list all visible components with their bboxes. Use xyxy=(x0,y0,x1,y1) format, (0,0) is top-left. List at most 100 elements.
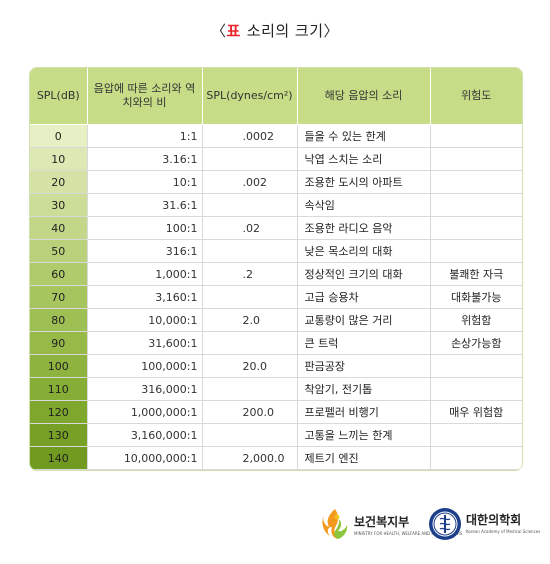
cell-spl-db: 90 xyxy=(30,331,87,355)
cell-risk xyxy=(429,170,522,194)
cell-sound: 고급 승용차 xyxy=(296,285,430,309)
cell-sound: 낮은 목소리의 대화 xyxy=(296,239,430,263)
table-row: 50 316:1 낮은 목소리의 대화 xyxy=(30,239,522,263)
cell-pressure-ratio: 31,600:1 xyxy=(86,331,202,355)
cell-risk: 위험함 xyxy=(429,308,522,332)
table-row: 130 3,160,000:1 고통을 느끼는 한계 xyxy=(30,423,522,447)
table-row: 110 316,000:1 착암기, 전기톱 xyxy=(30,377,522,401)
cell-risk xyxy=(429,216,522,240)
page-title: 〈표 소리의 크기〉 xyxy=(0,20,550,44)
cell-spl-dynes xyxy=(201,239,297,263)
title-text: 소리의 크기 xyxy=(246,22,324,40)
kams-seal-icon xyxy=(429,508,461,540)
cell-spl-dynes: .002 xyxy=(201,170,297,194)
title-open-bracket: 〈 xyxy=(210,22,227,40)
cell-pressure-ratio: 100:1 xyxy=(86,216,202,240)
header-sound: 해당 음압의 소리 xyxy=(296,68,430,125)
cell-sound: 정상적인 크기의 대화 xyxy=(296,262,430,286)
cell-pressure-ratio: 10,000,000:1 xyxy=(86,446,202,470)
cell-risk xyxy=(429,377,522,401)
cell-spl-db: 20 xyxy=(30,170,87,194)
cell-pressure-ratio: 3,160,000:1 xyxy=(86,423,202,447)
cell-risk xyxy=(429,124,522,148)
footer-logos: 보건복지부 MINISTRY FOR HEALTH, WELFARE AND F… xyxy=(320,505,540,545)
table-row: 10 3.16:1 낙엽 스치는 소리 xyxy=(30,147,522,171)
cell-spl-db: 80 xyxy=(30,308,87,332)
cell-sound: 판금공장 xyxy=(296,354,430,378)
cell-sound: 낙엽 스치는 소리 xyxy=(296,147,430,171)
cell-risk xyxy=(429,423,522,447)
cell-risk: 불쾌한 자극 xyxy=(429,262,522,286)
cell-sound: 들을 수 있는 한계 xyxy=(296,124,430,148)
kams-name: 대한의학회 xyxy=(466,513,522,527)
mohw-name: 보건복지부 xyxy=(354,515,410,529)
cell-sound: 제트기 엔진 xyxy=(296,446,430,470)
table-row: 20 10:1.002 조용한 도시의 아파트 xyxy=(30,170,522,194)
cell-spl-db: 70 xyxy=(30,285,87,309)
table-row: 30 31.6:1 속삭임 xyxy=(30,193,522,217)
table-row: 100 100,000:1 20.0 판금공장 xyxy=(30,354,522,378)
cell-pressure-ratio: 10:1 xyxy=(86,170,202,194)
mohw-subtitle: MINISTRY FOR HEALTH, WELFARE AND FAMILY … xyxy=(354,531,463,536)
cell-spl-dynes xyxy=(201,377,297,401)
cell-risk: 매우 위험함 xyxy=(429,400,522,424)
cell-pressure-ratio: 10,000:1 xyxy=(86,308,202,332)
cell-sound: 큰 트럭 xyxy=(296,331,430,355)
cell-spl-db: 140 xyxy=(30,446,87,470)
cell-spl-dynes xyxy=(201,331,297,355)
cell-spl-db: 120 xyxy=(30,400,87,424)
cell-spl-dynes: 20.0 xyxy=(201,354,297,378)
cell-sound: 조용한 도시의 아파트 xyxy=(296,170,430,194)
cell-spl-db: 30 xyxy=(30,193,87,217)
title-close-bracket: 〉 xyxy=(323,22,340,40)
cell-sound: 착암기, 전기톱 xyxy=(296,377,430,401)
table-row: 90 31,600:1 큰 트럭 손상가능함 xyxy=(30,331,522,355)
table-row: 80 10,000:1 2.0 교통량이 많은 거리 위험함 xyxy=(30,308,522,332)
cell-spl-dynes: 200.0 xyxy=(201,400,297,424)
cell-pressure-ratio: 3,160:1 xyxy=(86,285,202,309)
mohw-emblem-icon xyxy=(322,509,348,539)
cell-risk xyxy=(429,147,522,171)
cell-spl-db: 110 xyxy=(30,377,87,401)
table-row: 120 1,000,000:1 200.0 프로펠러 비행기 매우 위험함 xyxy=(30,400,522,424)
table-header-row: SPL(dB) 음압에 따른 소리와 역치와의 비 SPL(dynes/cm²)… xyxy=(30,68,522,125)
table-row: 140 10,000,000:1 2,000.0 제트기 엔진 xyxy=(30,446,522,470)
table-row: 0 1:1.0002 들을 수 있는 한계 xyxy=(30,124,522,148)
cell-risk xyxy=(429,193,522,217)
cell-spl-db: 50 xyxy=(30,239,87,263)
header-spl-db: SPL(dB) xyxy=(30,68,87,125)
cell-risk: 손상가능함 xyxy=(429,331,522,355)
cell-spl-db: 130 xyxy=(30,423,87,447)
cell-pressure-ratio: 1:1 xyxy=(86,124,202,148)
cell-sound: 고통을 느끼는 한계 xyxy=(296,423,430,447)
cell-spl-db: 10 xyxy=(30,147,87,171)
cell-spl-db: 60 xyxy=(30,262,87,286)
mohw-logo: 보건복지부 MINISTRY FOR HEALTH, WELFARE AND F… xyxy=(320,507,462,543)
cell-spl-dynes xyxy=(201,285,297,309)
cell-pressure-ratio: 3.16:1 xyxy=(86,147,202,171)
kams-logo: 대한의학회 Korean Academy of Medical Sciences xyxy=(428,505,540,545)
cell-sound: 프로펠러 비행기 xyxy=(296,400,430,424)
sound-level-table: SPL(dB) 음압에 따른 소리와 역치와의 비 SPL(dynes/cm²)… xyxy=(29,67,523,471)
cell-risk: 대화불가능 xyxy=(429,285,522,309)
header-risk: 위험도 xyxy=(429,68,522,125)
cell-risk xyxy=(429,446,522,470)
table-row: 40 100:1.02 조용한 라디오 음악 xyxy=(30,216,522,240)
cell-pressure-ratio: 316,000:1 xyxy=(86,377,202,401)
cell-risk xyxy=(429,239,522,263)
table-row: 60 1,000:1.2 정상적인 크기의 대화 불쾌한 자극 xyxy=(30,262,522,286)
cell-sound: 교통량이 많은 거리 xyxy=(296,308,430,332)
cell-spl-dynes: 2,000.0 xyxy=(201,446,297,470)
kams-subtitle: Korean Academy of Medical Sciences xyxy=(466,529,541,534)
table-row: 70 3,160:1 고급 승용차 대화불가능 xyxy=(30,285,522,309)
header-spl-dynes: SPL(dynes/cm²) xyxy=(201,68,297,125)
cell-risk xyxy=(429,354,522,378)
cell-spl-dynes: .2 xyxy=(201,262,297,286)
cell-sound: 속삭임 xyxy=(296,193,430,217)
cell-spl-dynes: .0002 xyxy=(201,124,297,148)
cell-pressure-ratio: 31.6:1 xyxy=(86,193,202,217)
cell-pressure-ratio: 1,000:1 xyxy=(86,262,202,286)
cell-pressure-ratio: 316:1 xyxy=(86,239,202,263)
cell-spl-db: 100 xyxy=(30,354,87,378)
cell-spl-dynes xyxy=(201,193,297,217)
